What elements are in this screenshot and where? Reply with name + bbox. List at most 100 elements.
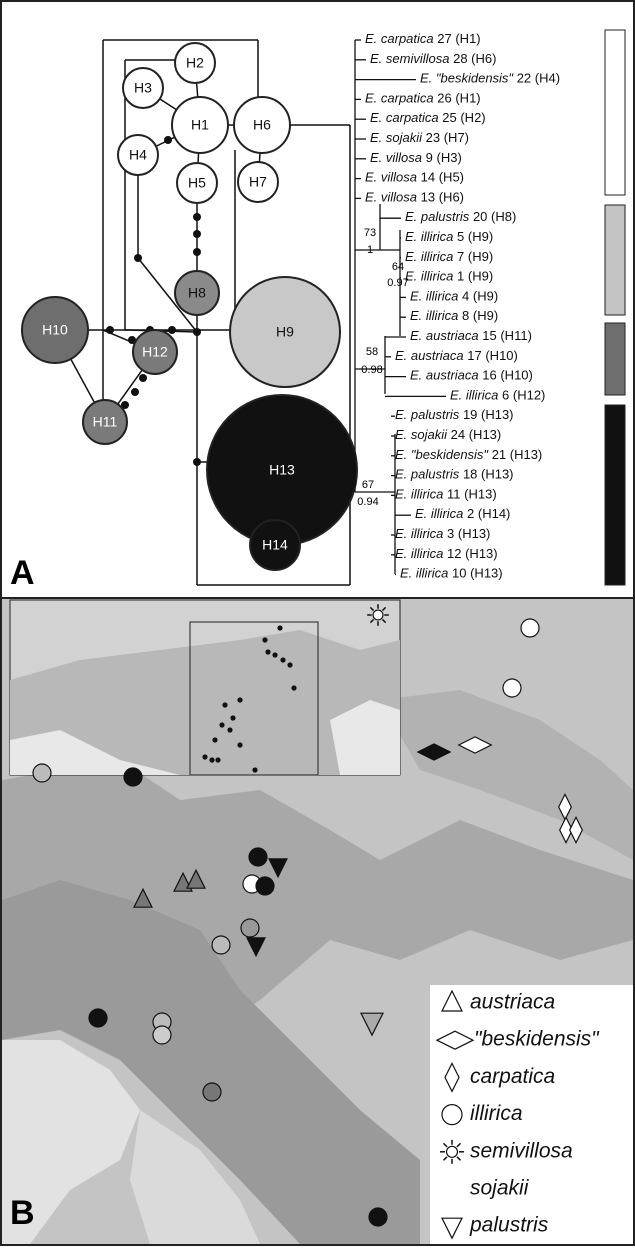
sample-code: 7 (H9)	[457, 249, 493, 264]
site	[503, 679, 521, 697]
tip-label: E. "beskidensis" 21 (H13)	[395, 447, 542, 462]
sample-code: 2 (H14)	[467, 507, 510, 522]
node-dot	[106, 326, 114, 334]
haplotype-label: H13	[269, 462, 295, 478]
sample-code: 20 (H8)	[473, 210, 516, 225]
haplotype-label: H4	[129, 147, 147, 163]
support-value: 0.94	[357, 496, 378, 508]
inset-site	[252, 767, 257, 772]
figure: austriaca"beskidensis"carpaticailliricas…	[0, 0, 635, 1246]
taxon-name: E. illirica	[405, 269, 453, 284]
taxon-name: E. illirica	[395, 546, 443, 561]
inset-site	[219, 722, 224, 727]
sun	[373, 610, 383, 620]
node-dot	[134, 254, 142, 262]
inset-site	[230, 715, 235, 720]
site	[33, 764, 51, 782]
tip-label: E. carpatica 26 (H1)	[365, 91, 481, 106]
node-dot	[131, 388, 139, 396]
inset-site	[215, 757, 220, 762]
tip-label: E. illirica 12 (H13)	[395, 546, 498, 561]
tip-label: E. sojakii 24 (H13)	[395, 427, 501, 442]
taxon-name: E. carpatica	[365, 31, 434, 46]
inset-site	[212, 737, 217, 742]
taxon-name: E. illirica	[395, 487, 443, 502]
tip-label: E. carpatica 27 (H1)	[365, 31, 481, 46]
clade-bar	[605, 30, 625, 195]
inset-site	[272, 652, 277, 657]
tip-label: E. illirica 10 (H13)	[400, 566, 503, 581]
tip-label: E. sojakii 23 (H7)	[370, 130, 469, 145]
node-dot	[139, 374, 147, 382]
inset-site	[291, 685, 296, 690]
tip-label: E. illirica 2 (H14)	[415, 507, 510, 522]
sample-code: 17 (H10)	[467, 348, 518, 363]
sample-code: 23 (H7)	[426, 130, 469, 145]
tip-label: E. illirica 4 (H9)	[410, 289, 498, 304]
sample-code: 13 (H6)	[421, 190, 464, 205]
panel-label: B	[10, 1194, 35, 1232]
haplotype-label: H14	[262, 537, 288, 553]
sample-code: 28 (H6)	[453, 51, 496, 66]
clade-bar	[605, 323, 625, 395]
legend-label: illirica	[470, 1102, 523, 1125]
taxon-name: E. illirica	[395, 526, 443, 541]
sample-code: 21 (H13)	[492, 447, 543, 462]
site	[153, 1026, 171, 1044]
sample-code: 15 (H11)	[482, 328, 532, 343]
legend-label: "beskidensis"	[474, 1028, 600, 1051]
sample-code: 4 (H9)	[462, 289, 498, 304]
site	[442, 1105, 462, 1125]
support-value: 0.98	[361, 364, 382, 376]
haplotype-label: H8	[188, 285, 206, 301]
sample-code: 27 (H1)	[437, 31, 480, 46]
taxon-name: E. illirica	[405, 249, 453, 264]
tip-label: E. illirica 1 (H9)	[405, 269, 493, 284]
sample-code: 12 (H13)	[447, 546, 498, 561]
sample-code: 25 (H2)	[442, 111, 485, 126]
haplotype-label: H2	[186, 55, 204, 71]
sample-code: 24 (H13)	[451, 427, 502, 442]
taxon-name: E. villosa	[365, 170, 417, 185]
taxon-name: E. austriaca	[410, 368, 479, 383]
sample-code: 5 (H9)	[457, 229, 493, 244]
sun	[447, 1146, 458, 1157]
map: austriaca"beskidensis"carpaticailliricas…	[2, 598, 633, 1244]
taxon-name: E. palustris	[405, 210, 470, 225]
haplotype-label: H3	[134, 80, 152, 96]
support-value: 67	[362, 479, 374, 491]
inset-site	[265, 649, 270, 654]
tip-label: E. carpatica 25 (H2)	[370, 111, 486, 126]
inset-site	[280, 657, 285, 662]
node-dot	[193, 213, 201, 221]
taxon-name: E. illirica	[450, 388, 498, 403]
node-dot	[193, 248, 201, 256]
taxon-name: E. austriaca	[395, 348, 464, 363]
legend-label: palustris	[469, 1214, 549, 1237]
sample-code: 26 (H1)	[437, 91, 480, 106]
node-dot	[164, 136, 172, 144]
inset-site	[237, 742, 242, 747]
sample-code: 11 (H13)	[447, 487, 497, 502]
taxon-name: E. illirica	[415, 507, 463, 522]
sample-code: 18 (H13)	[463, 467, 514, 482]
taxon-name: E. illirica	[405, 229, 453, 244]
inset-site	[222, 702, 227, 707]
taxon-name: E. illirica	[400, 566, 448, 581]
site	[440, 1140, 464, 1164]
tip-label: E. illirica 6 (H12)	[450, 388, 545, 403]
taxon-name: E. palustris	[395, 408, 460, 423]
tip-label: E. illirica 8 (H9)	[410, 309, 498, 324]
node-dot	[168, 326, 176, 334]
tip-label: E. "beskidensis" 22 (H4)	[420, 71, 560, 86]
sample-code: 22 (H4)	[517, 71, 560, 86]
sample-code: 10 (H13)	[452, 566, 503, 581]
tip-label: E. semivillosa 28 (H6)	[370, 51, 496, 66]
sample-code: 6 (H12)	[502, 388, 545, 403]
taxon-name: E. villosa	[365, 190, 417, 205]
taxon-name: E. illirica	[410, 289, 458, 304]
node-dot	[193, 328, 201, 336]
haplotype-label: H7	[249, 174, 267, 190]
site	[89, 1009, 107, 1027]
sample-code: 9 (H3)	[426, 150, 462, 165]
